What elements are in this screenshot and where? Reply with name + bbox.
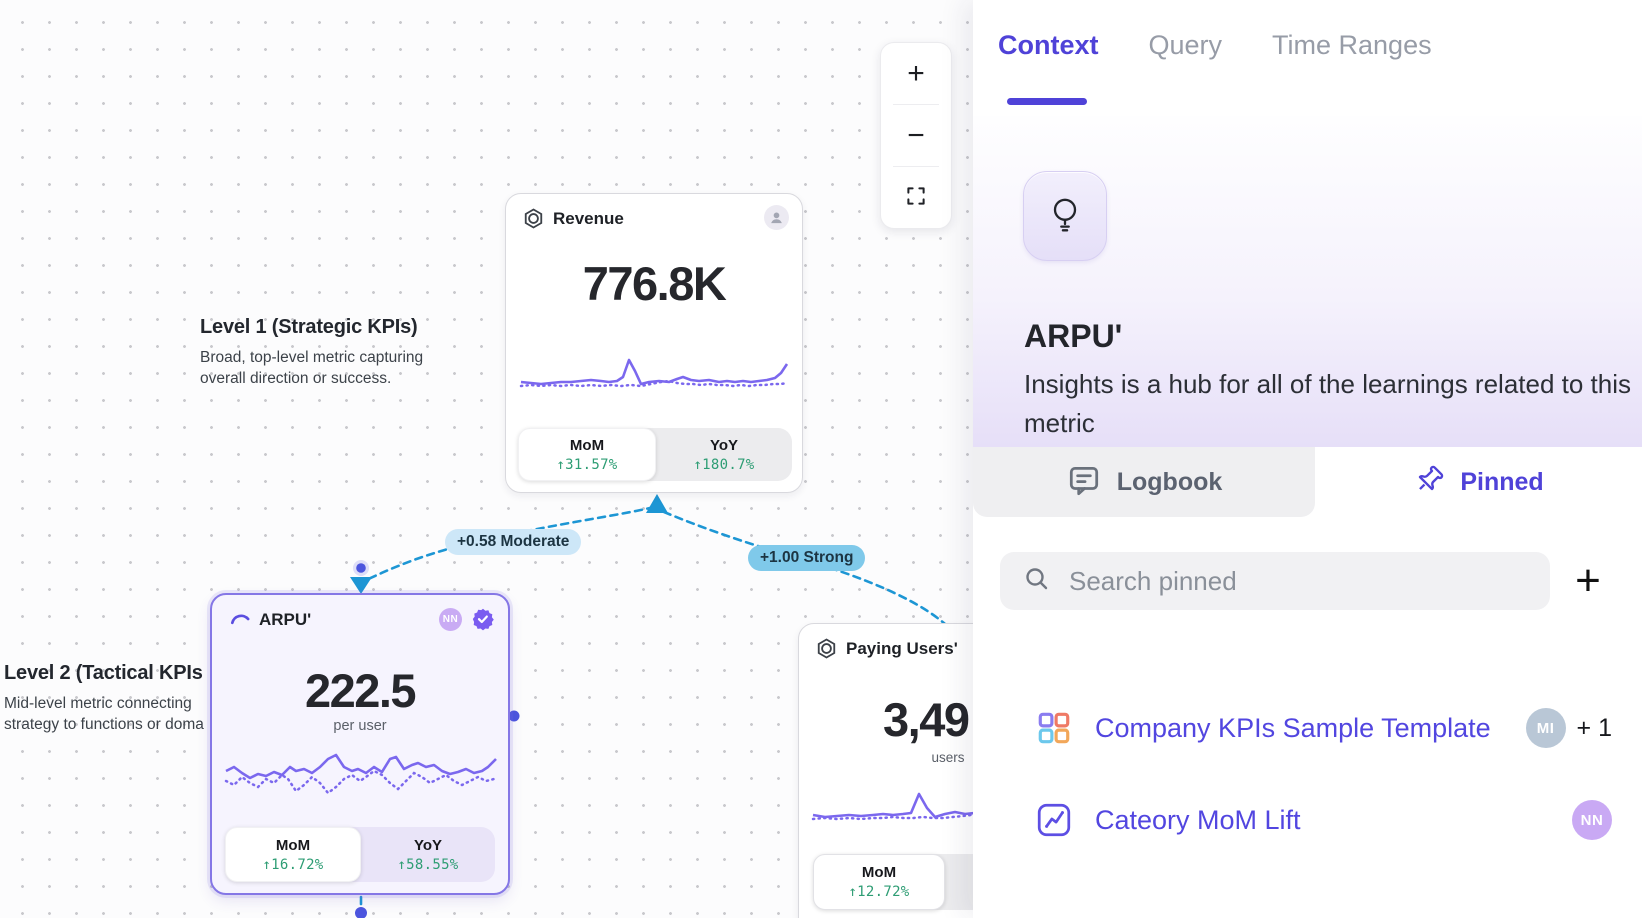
revenue-yoy-label: YoY [709,436,739,454]
handle-dot-arpu-right [508,710,520,722]
zoom-in-button[interactable]: + [907,56,925,90]
extra-collaborators-count: + 1 [1576,713,1612,742]
divider [893,104,939,105]
avatar-mi[interactable]: MI [1525,708,1566,748]
hexagon-target-icon [815,637,838,660]
level1-description: Broad, top-level metric capturing overal… [200,349,424,387]
arpu-card-header: ARPU' NN [212,595,508,641]
level2-title: Level 2 (Tactical KPIs [4,662,203,684]
revenue-title: Revenue [553,209,624,228]
fit-view-button[interactable] [881,167,951,228]
metric-card-paying-users[interactable]: Paying Users' 3,49 users MoM ↑12.72% [798,623,973,918]
pinned-item-category-mom-lift[interactable]: Cateory MoM Lift NN [1035,792,1612,848]
tab-logbook[interactable]: Logbook [973,447,1315,517]
metric-description: Insights is a hub for all of the learnin… [1024,369,1632,438]
handle-dot-arpu-top [353,560,369,576]
arpu-period-toggle: MoM ↑16.72% YoY ↑58.55% [225,827,495,882]
arpu-value: 222.5 [304,664,417,717]
add-pinned-button[interactable]: + [1575,556,1601,605]
collaborator-avatar-nn[interactable]: NN [439,608,462,631]
revenue-mom-label: MoM [569,436,605,454]
pinned-label: Pinned [1460,467,1544,496]
pushpin-icon [1413,464,1445,501]
paying-users-mom-label: MoM [861,864,897,881]
tab-pinned[interactable]: Pinned [1315,447,1642,517]
search-pinned-input[interactable] [1069,565,1509,597]
paying-users-mom-toggle[interactable]: MoM ↑12.72% [813,854,945,910]
insights-button[interactable] [1023,171,1107,261]
pinned-item-company-kpis[interactable]: Company KPIs Sample Template MI + 1 [1035,700,1612,756]
arpu-unit: per user [333,718,387,734]
metric-tree-canvas[interactable]: Level 1 (Strategic KPIs) Broad, top-leve… [0,0,973,918]
arpu-sparkline [224,753,497,795]
paying-users-value: 3,49 [883,693,970,746]
paying-users-sparkline [811,792,973,821]
person-icon[interactable] [764,205,789,230]
logbook-label: Logbook [1116,467,1223,496]
tab-query[interactable]: Query [1148,30,1223,60]
pinned-item-label: Company KPIs Sample Template [1095,712,1491,743]
arpu-yoy-toggle[interactable]: YoY ↑58.55% [361,827,495,882]
revenue-yoy-toggle[interactable]: YoY ↑180.7% [656,428,792,481]
arpu-mom-value: ↑16.72% [262,856,324,873]
magnifier-icon [1023,565,1051,598]
arpu-yoy-value: ↑58.55% [397,856,459,873]
hexagon-target-icon [522,207,545,230]
paying-users-mom-value: ↑12.72% [848,884,910,900]
metric-card-arpu[interactable]: ARPU' NN 222.5 per user MoM ↑16.72% YoY … [210,593,510,895]
revenue-period-toggle: MoM ↑31.57% YoY ↑180.7% [518,428,792,481]
tab-context[interactable]: Context [998,0,1099,116]
metric-hero: ARPU' Insights is a hub for all of the l… [973,116,1642,447]
arpu-mom-toggle[interactable]: MoM ↑16.72% [225,827,361,882]
arrowhead-into-arpu [350,577,372,594]
level2-annotation: Level 2 (Tactical KPIs Mid-level metric … [4,662,234,735]
handle-dot-arpu-bottom [355,907,367,918]
grid-squares-icon [1035,709,1073,747]
divider [893,166,939,167]
revenue-yoy-value: ↑180.7% [693,456,755,473]
paying-users-card-header: Paying Users' [799,624,973,670]
arpu-mom-label: MoM [275,836,311,854]
arpu-title: ARPU' [259,610,312,629]
lightbulb-icon [1045,194,1085,239]
sidebar-section-tabs: Logbook Pinned [973,447,1642,517]
pinned-item-meta: MI + 1 [1525,708,1612,748]
active-tab-underline [1007,98,1087,105]
sidebar-top-tabs: Context Query Time Ranges [973,0,1642,116]
revenue-sparkline [519,358,789,388]
paying-users-period-toggle: MoM ↑12.72% [813,854,973,910]
revenue-value: 776.8K [582,257,727,310]
edge-label-moderate[interactable]: +0.58 Moderate [445,529,582,555]
revenue-mom-toggle[interactable]: MoM ↑31.57% [518,428,656,481]
revenue-card-header: Revenue [506,194,802,240]
arpu-yoy-label: YoY [413,836,443,854]
level1-title: Level 1 (Strategic KPIs) [200,316,418,338]
search-box[interactable] [1000,552,1550,610]
comment-icon [1066,462,1102,503]
details-sidebar: Context Query Time Ranges ARPU' Insights… [973,0,1642,918]
paying-users-title: Paying Users' [846,639,958,658]
zoom-out-button[interactable]: − [907,118,925,152]
arrowhead-into-revenue [646,494,668,513]
revenue-mom-value: ↑31.57% [556,456,618,473]
paying-users-unit: users [931,750,965,765]
level1-annotation: Level 1 (Strategic KPIs) Broad, top-leve… [200,316,450,389]
pinned-item-label: Cateory MoM Lift [1095,804,1301,835]
arc-icon [228,608,251,631]
pinned-item-meta: NN [1572,800,1612,840]
level2-description: Mid-level metric connecting strategy to … [4,695,204,733]
expand-icon [905,181,927,215]
canvas-zoom-toolbar: + − [880,42,952,229]
paying-users-yoy-toggle[interactable] [945,854,973,910]
tab-time-ranges[interactable]: Time Ranges [1272,30,1432,60]
metric-card-revenue[interactable]: Revenue 776.8K MoM ↑31.57% YoY ↑180.7% [505,193,803,493]
metric-name-heading: ARPU' [1024,318,1123,354]
line-chart-icon [1035,801,1073,839]
seal-check-icon [471,607,495,631]
edge-label-strong[interactable]: +1.00 Strong [748,545,866,571]
avatar-nn[interactable]: NN [1572,800,1612,840]
pinned-search-row: + [1000,552,1612,610]
